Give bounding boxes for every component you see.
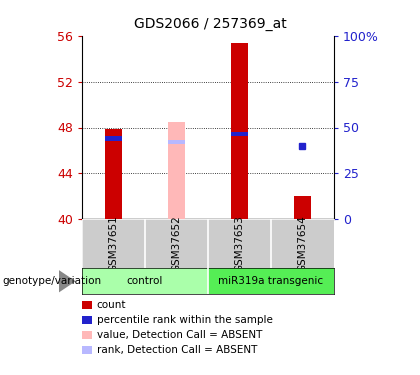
Text: miR319a transgenic: miR319a transgenic	[218, 276, 323, 286]
Bar	[105, 136, 122, 141]
Bar	[231, 43, 248, 219]
Text: value, Detection Call = ABSENT: value, Detection Call = ABSENT	[97, 330, 262, 340]
Text: genotype/variation: genotype/variation	[2, 276, 101, 286]
Text: GDS2066 / 257369_at: GDS2066 / 257369_at	[134, 17, 286, 31]
Text: count: count	[97, 300, 126, 310]
Polygon shape	[59, 270, 76, 292]
Text: control: control	[127, 276, 163, 286]
Text: GSM37653: GSM37653	[234, 215, 244, 272]
Bar	[168, 122, 185, 219]
Bar	[168, 140, 185, 144]
Text: GSM37651: GSM37651	[108, 215, 118, 272]
Bar	[294, 196, 311, 219]
Bar	[105, 129, 122, 219]
Text: percentile rank within the sample: percentile rank within the sample	[97, 315, 273, 325]
Bar	[231, 132, 248, 136]
Text: rank, Detection Call = ABSENT: rank, Detection Call = ABSENT	[97, 345, 257, 355]
Text: GSM37654: GSM37654	[297, 215, 307, 272]
Bar	[208, 268, 334, 294]
Text: GSM37652: GSM37652	[171, 215, 181, 272]
Bar	[82, 268, 208, 294]
